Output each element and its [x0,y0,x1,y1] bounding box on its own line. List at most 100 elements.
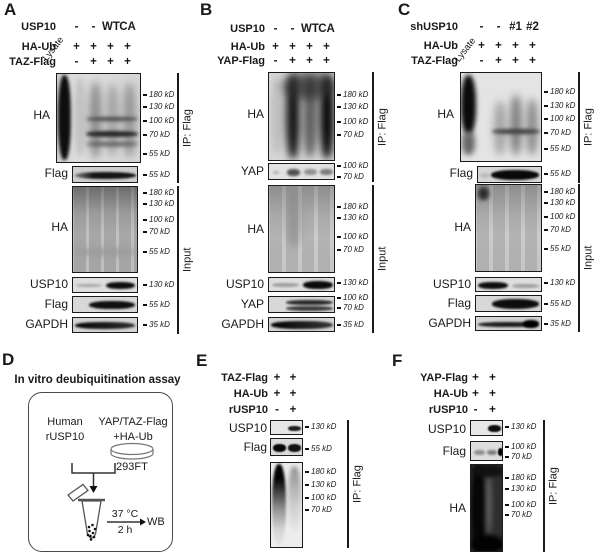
condition-value: + [289,388,297,400]
condition-values: + + + + [267,41,335,54]
input-usp10-blot [72,277,138,293]
panel-letter: E [196,351,208,370]
mw-marker: 100 kD [305,494,336,502]
blot-smear [461,75,476,135]
condition-values: - + [467,404,501,417]
reagent-label: YAP/TAZ-Flag [98,416,168,428]
reagent-label: rUSP10 [45,431,85,443]
blot-smear [462,131,475,155]
mw-marker: 55 kD [544,170,571,178]
wb-label: WB [147,516,165,528]
condition-value: - [74,21,79,33]
condition-value: - [273,23,278,35]
condition-value: + [273,372,281,384]
mw-marker: 130 kD [305,481,336,489]
condition-value: - [275,404,279,416]
ip-bracket-line [543,420,545,552]
condition-value: WT [301,23,319,35]
blot-label: Flag [44,297,68,311]
reagent-label: +HA-Ub [113,431,153,443]
ip-bracket-label: IP: Flag [351,465,364,503]
mw-marker: 70 kD [337,304,364,312]
mw-marker: 55 kD [143,171,170,179]
input-bracket-label: Input [181,247,194,273]
mw-marker: 35 kD [337,321,364,329]
ip-bracket-label: IP: Flag [547,467,560,505]
lysate-lane-label: Lysate [40,34,67,64]
blot-band [478,322,538,327]
blot-smear [510,95,522,155]
blot-band [86,131,138,137]
mw-marker: 100 kD [337,233,368,241]
flag-blot [270,438,303,456]
blot-smear [494,101,506,155]
mw-marker: 70 kD [544,226,571,234]
blot-band [303,281,333,289]
condition-value: + [90,41,97,53]
condition-label: TAZ-Flag [221,372,268,384]
condition-values: + + [269,388,301,401]
mw-marker: 130 kD [337,214,368,222]
mw-marker: 180 kD [305,468,336,476]
blot-label: HA [437,107,454,121]
blot-label: HA [51,220,68,234]
mw-marker: 130 kD [305,423,336,431]
cell-line-label: 293FT [116,461,148,473]
blot-label: GAPDH [25,317,68,331]
blot-smear [478,187,489,200]
condition-value: + [489,388,496,400]
mw-marker: 180 kD [544,88,575,96]
ha-blot [470,464,503,552]
condition-values: - + + + [68,56,136,69]
blot-band [488,425,501,432]
mw-marker: 55 kD [143,150,170,158]
condition-value: + [306,41,313,53]
condition-value: + [289,372,297,384]
blot-band [492,129,540,134]
condition-value: + [73,41,80,53]
condition-value: + [107,56,114,68]
condition-value: + [529,55,536,67]
flag-blot [470,441,503,461]
blot-label: Flag [243,440,267,454]
panel-letter: A [4,0,17,19]
input-ha-blot [475,184,542,272]
mw-marker: 70 kD [505,511,532,519]
panel-f: F YAP-Flag + + HA-Ub + + rUSP10 - + USP10 1… [388,348,600,557]
condition-value: + [472,388,479,400]
condition-values: - - #1 #2 [473,21,541,34]
mw-marker: 70 kD [337,246,364,254]
condition-value: - [273,55,278,67]
blot-band [76,284,102,287]
input-ha-blot [72,186,138,273]
ip-bracket-line [372,72,374,182]
mw-marker: 130 kD [143,200,174,208]
blot-smear [471,465,486,551]
ip-bracket-label: IP: Flag [376,108,389,146]
mw-marker: 55 kD [544,300,571,308]
condition-value: + [472,372,479,384]
mw-marker: 55 kD [305,445,332,453]
blot-smear [287,188,300,248]
blot-band [287,169,300,176]
blot-band [320,169,333,175]
mw-marker: 100 kD [544,213,575,221]
mw-marker: 130 kD [505,423,536,431]
input-usp10-blot [268,277,335,292]
mw-marker: 100 kD [505,501,536,509]
mw-marker: 130 kD [544,199,575,207]
blot-band [498,448,502,456]
condition-value: WT [102,21,120,33]
condition-label: USP10 [21,21,56,33]
condition-value: - [91,21,96,33]
blot-smear [526,99,538,155]
blot-band [492,299,539,309]
tube-contents-dots [86,523,97,541]
blot-band [86,117,138,121]
ip-yap-blot [268,163,335,180]
blot-band [487,450,497,455]
condition-value: + [489,404,496,416]
mw-marker: 100 kD [337,162,368,170]
right-arrow-icon [140,518,146,526]
